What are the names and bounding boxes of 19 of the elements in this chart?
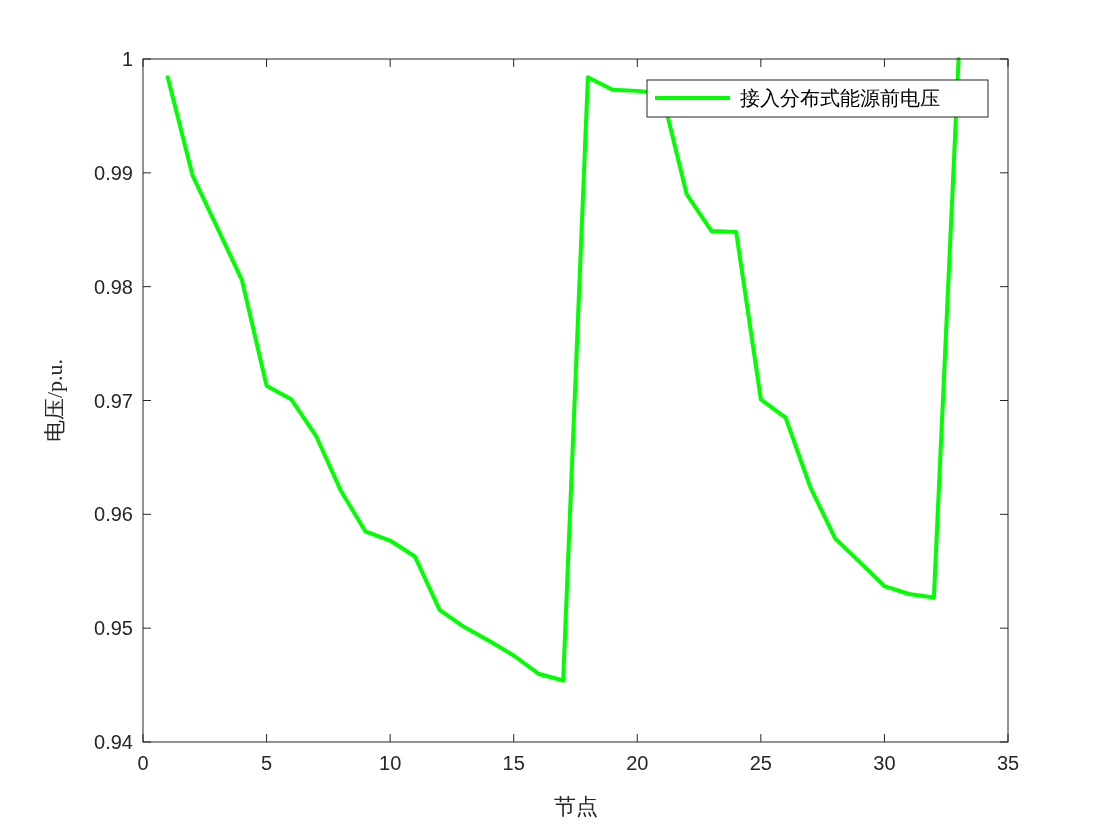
y-tick-label: 0.99 bbox=[94, 161, 133, 184]
y-axis-title: 电压/p.u. bbox=[42, 358, 67, 443]
legend-label: 接入分布式能源前电压 bbox=[740, 87, 940, 109]
x-tick-label: 35 bbox=[996, 752, 1020, 774]
x-tick-label: 5 bbox=[261, 752, 273, 774]
y-tick-label: 0.96 bbox=[94, 503, 133, 526]
x-tick-label: 10 bbox=[379, 752, 402, 774]
y-tick-label: 0.97 bbox=[94, 389, 133, 412]
y-tick-label: 0.94 bbox=[94, 731, 133, 753]
x-tick-label: 0 bbox=[137, 752, 149, 774]
x-tick-label: 20 bbox=[626, 752, 649, 774]
x-tick-label: 30 bbox=[873, 752, 896, 774]
x-tick-label: 15 bbox=[502, 752, 525, 774]
y-tick-label: 0.98 bbox=[94, 275, 133, 298]
x-tick-label: 25 bbox=[749, 752, 772, 774]
y-tick-label: 1 bbox=[121, 48, 133, 70]
y-tick-label: 0.95 bbox=[94, 617, 133, 640]
x-axis-title: 节点 bbox=[553, 794, 598, 819]
line-series bbox=[165, 57, 961, 683]
